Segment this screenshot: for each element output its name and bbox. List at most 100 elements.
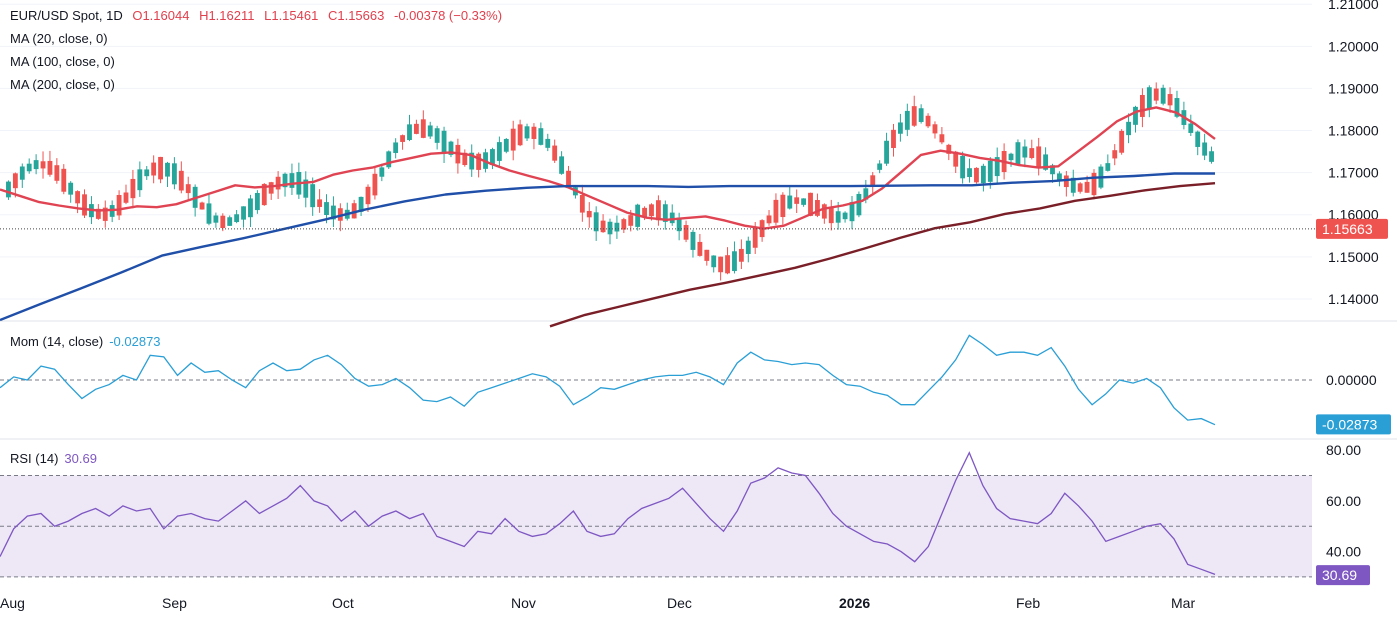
candle-body [780, 194, 786, 218]
ma100-line [0, 172, 1215, 322]
candle-body [234, 214, 240, 223]
symbol-title: EUR/USD Spot, 1D [10, 8, 123, 23]
candle-body [773, 199, 779, 223]
momentum-badge-bg [1316, 414, 1391, 435]
candle-body [185, 184, 191, 194]
price-axis-tick: 1.19000 [1328, 80, 1379, 96]
candle-body [856, 193, 862, 216]
candle-body [835, 211, 841, 223]
candle-body [815, 199, 820, 216]
legend-ma200[interactable]: MA (200, close, 0) [10, 77, 115, 92]
candle-body [268, 182, 274, 194]
candle-body [476, 153, 482, 170]
candle-body [787, 195, 793, 209]
candle-body [427, 125, 433, 137]
candle-body [358, 196, 364, 212]
candle-body [441, 130, 447, 154]
open-value: O1.16044 [132, 8, 190, 23]
candle-body [372, 173, 378, 196]
candle-body [863, 188, 869, 200]
rsi-legend[interactable]: RSI (14) 30.69 [10, 451, 97, 466]
momentum-label: Mom (14, close) [10, 334, 104, 349]
candle-body [434, 128, 440, 143]
legend-ma100[interactable]: MA (100, close, 0) [10, 54, 115, 69]
candle-body [400, 135, 405, 142]
candle-body [206, 203, 212, 224]
candle-body [628, 215, 634, 226]
candle-body [1133, 106, 1138, 125]
candle-body [317, 199, 323, 207]
candle-body [1091, 172, 1097, 196]
candle-body [130, 178, 136, 199]
candle-body [331, 205, 336, 220]
ma20-line [0, 106, 1216, 230]
candle-body [1160, 87, 1166, 104]
candle-body [946, 144, 952, 154]
candle-body [1043, 154, 1049, 170]
candle-body [1126, 121, 1131, 136]
candle-body [213, 215, 219, 223]
candle-body [1029, 148, 1035, 159]
candle-body [718, 256, 724, 273]
candle-body [1174, 98, 1180, 117]
candle-body [552, 145, 558, 161]
candle-body [54, 165, 60, 181]
candle-body [994, 157, 1000, 177]
candle-body [614, 222, 620, 232]
candle-body [1015, 142, 1021, 166]
candle-body [469, 152, 475, 170]
candle-body [808, 192, 813, 216]
momentum-line [0, 334, 1216, 426]
rsi-axis-tick: 60.00 [1326, 493, 1361, 509]
candle-body [870, 175, 876, 186]
candle-body [538, 128, 544, 145]
candle-body [987, 160, 993, 182]
candle-body [102, 207, 108, 221]
change-value: -0.00378 (−0.33%) [393, 8, 503, 23]
price-axis-tick: 1.15000 [1328, 249, 1379, 265]
price-axis-tick: 1.18000 [1328, 123, 1379, 139]
candle-body [171, 163, 177, 185]
candle-body [662, 204, 668, 222]
price-legend: EUR/USD Spot, 1D O1.16044 H1.16211 L1.15… [10, 8, 508, 23]
time-axis-tick: Nov [511, 595, 536, 611]
candle-body [904, 110, 910, 130]
candle-body [33, 160, 39, 170]
legend-ma20[interactable]: MA (20, close, 0) [10, 31, 108, 46]
candle-body [579, 194, 585, 213]
candle-body [241, 206, 246, 220]
candle-body [310, 184, 316, 208]
candle-body [655, 200, 661, 221]
legend-line-symbol: EUR/USD Spot, 1D O1.16044 H1.16211 L1.15… [10, 8, 508, 23]
candle-body [75, 191, 81, 204]
candle-body [794, 197, 800, 204]
candle-body [1139, 94, 1145, 117]
candle-body [462, 152, 468, 166]
candle-body [566, 170, 571, 186]
candle-body [711, 255, 717, 268]
candle-body [116, 194, 122, 216]
candle-body [821, 204, 827, 219]
time-axis-tick: Oct [332, 595, 354, 611]
time-axis-tick: Dec [667, 595, 692, 611]
candle-body [524, 126, 530, 139]
price-axis-tick: 1.21000 [1328, 0, 1379, 12]
candle-body [165, 162, 170, 177]
time-axis-tick: Sep [162, 595, 187, 611]
momentum-badge-text: -0.02873 [1322, 416, 1377, 432]
candle-body [1022, 146, 1028, 158]
momentum-legend[interactable]: Mom (14, close) -0.02873 [10, 334, 161, 349]
candle-body [324, 202, 329, 215]
candle-body [1036, 146, 1042, 167]
candle-body [178, 170, 184, 191]
candle-body [953, 151, 959, 167]
candle-body [19, 166, 25, 180]
candle-body [1105, 163, 1111, 171]
candle-body [137, 169, 143, 191]
candle-body [151, 162, 157, 176]
candle-body [642, 207, 647, 217]
price-axis-tick: 1.14000 [1328, 291, 1379, 307]
candle-body [448, 141, 454, 155]
